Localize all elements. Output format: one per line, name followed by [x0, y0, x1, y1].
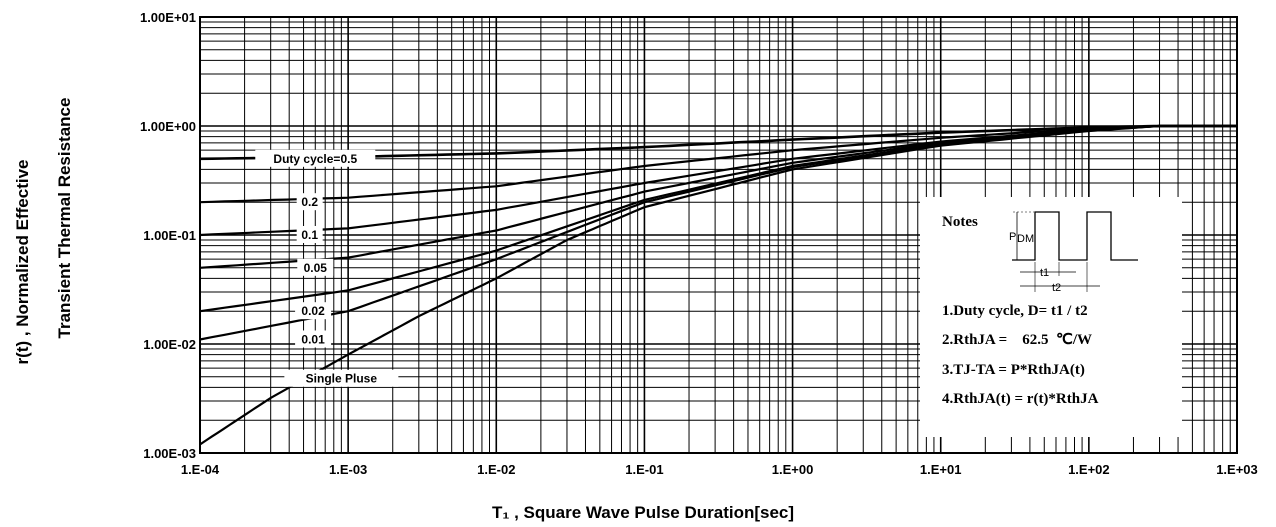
- x-tick-labels: 1.E-04 1.E-03 1.E-02 1.E-01 1.E+00 1.E+01 1.E+…: [181, 462, 1258, 477]
- x-tick-label: 1.E-03: [329, 462, 367, 477]
- curve-label-bg: [295, 302, 332, 320]
- x-tick-label: 1.E+03: [1216, 462, 1258, 477]
- note-line-4: 4.RthJA(t) = r(t)*RthJA: [942, 391, 1099, 407]
- curve-labels: Duty cycle=0.5 0.2 0.1 0.05 0.02 0.01 Single P…: [255, 149, 399, 387]
- t1-label: t1: [1040, 267, 1049, 279]
- note-line-3: 3.TJ-TA = P*RthJA(t): [942, 362, 1085, 378]
- curve-label: 0.01: [301, 332, 325, 346]
- curve-label: 0.05: [304, 261, 328, 275]
- x-tick-label: 1.E+02: [1068, 462, 1110, 477]
- curve-label-bg: [296, 226, 323, 243]
- plot-frame: [199, 16, 1238, 454]
- note-line-1: 1.Duty cycle, D= t1 / t2: [942, 303, 1088, 319]
- curve-label-bg: [284, 369, 399, 387]
- curve-label: 0.02: [301, 304, 325, 318]
- curve-label: Single Pluse: [306, 372, 378, 386]
- pdm-subscript: DM: [1017, 233, 1034, 245]
- curve-label-bg: [255, 149, 376, 167]
- curve-label-bg: [295, 330, 332, 348]
- curve-series: [199, 124, 1237, 446]
- t2-label: t2: [1052, 282, 1061, 294]
- y-tick-label: 1.00E+00: [140, 119, 196, 134]
- x-axis-title: T₁ , Square Wave Pulse Duration[sec]: [492, 503, 794, 522]
- y-axis-title-line1: r(t) , Normalized Effective: [13, 160, 32, 365]
- curve-label-bg: [296, 193, 323, 211]
- pulse-waveform-diagram: P DM t1 t2: [1009, 211, 1138, 294]
- notes-box: Notes P DM t1 t2 1.Duty cycle, D= t1 / t…: [920, 197, 1182, 437]
- curve-label: 0.2: [301, 195, 318, 209]
- notes-title: Notes: [942, 214, 978, 230]
- y-tick-label: 1.00E-01: [143, 228, 196, 243]
- y-tick-label: 1.00E+01: [140, 10, 196, 25]
- curves: [199, 124, 1237, 446]
- pdm-label: P: [1009, 231, 1016, 243]
- notes-background: [920, 197, 1182, 437]
- y-tick-labels: 1.00E-03 1.00E-02 1.00E-01 1.00E+00 1.00E+01: [140, 10, 196, 461]
- y-axis-title-line2: Transient Thermal Resistance: [55, 98, 74, 339]
- curve-label: Duty cycle=0.5: [273, 152, 357, 166]
- x-tick-label: 1.E+00: [772, 462, 814, 477]
- y-tick-label: 1.00E-02: [143, 337, 196, 352]
- curve-label: 0.1: [301, 228, 318, 242]
- note-line-2: 2.RthJA = 62.5 ℃/W: [942, 332, 1092, 348]
- x-tick-label: 1.E-01: [625, 462, 663, 477]
- x-tick-label: 1.E-04: [181, 462, 220, 477]
- curve-label-bg: [297, 258, 334, 276]
- y-tick-label: 1.00E-03: [143, 446, 196, 461]
- x-tick-label: 1.E+01: [920, 462, 962, 477]
- x-tick-label: 1.E-02: [477, 462, 515, 477]
